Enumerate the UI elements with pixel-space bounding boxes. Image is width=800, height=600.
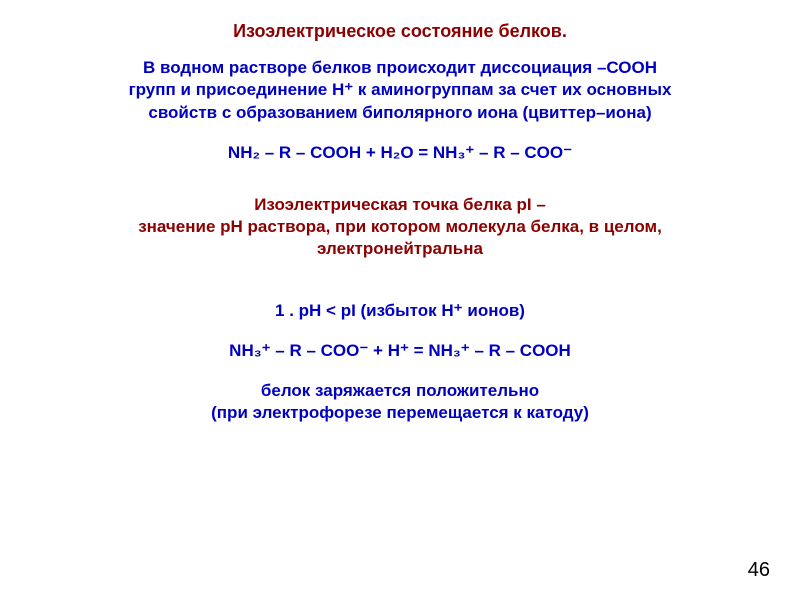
case-1-header: 1 . рН < pI (избыток Н⁺ ионов) — [50, 300, 750, 322]
intro-line-2: групп и присоединение Н⁺ к аминогруппам … — [50, 79, 750, 101]
page-number: 46 — [748, 559, 770, 582]
pi-definition-line-3: электронейтральна — [50, 238, 750, 260]
intro-line-3: свойств с образованием биполярного иона … — [50, 102, 750, 124]
slide: Изоэлектрическое состояние белков. В вод… — [0, 0, 800, 600]
pi-definition-line-1: Изоэлектрическая точка белка pI – — [50, 194, 750, 216]
equation-1: NH₂ – R – COOH + H₂O = NH₃⁺ – R – COO⁻ — [50, 142, 750, 164]
case-1-outcome-line-1: белок заряжается положительно — [50, 380, 750, 402]
case-1-equation: NH₃⁺ – R – COO⁻ + H⁺ = NH₃⁺ – R – COOH — [50, 340, 750, 362]
case-1-outcome-line-2: (при электрофорезе перемещается к катоду… — [50, 402, 750, 424]
intro-line-1: В водном растворе белков происходит дисс… — [50, 57, 750, 79]
slide-title: Изоэлектрическое состояние белков. — [50, 20, 750, 43]
pi-definition-line-2: значение рН раствора, при котором молеку… — [50, 216, 750, 238]
